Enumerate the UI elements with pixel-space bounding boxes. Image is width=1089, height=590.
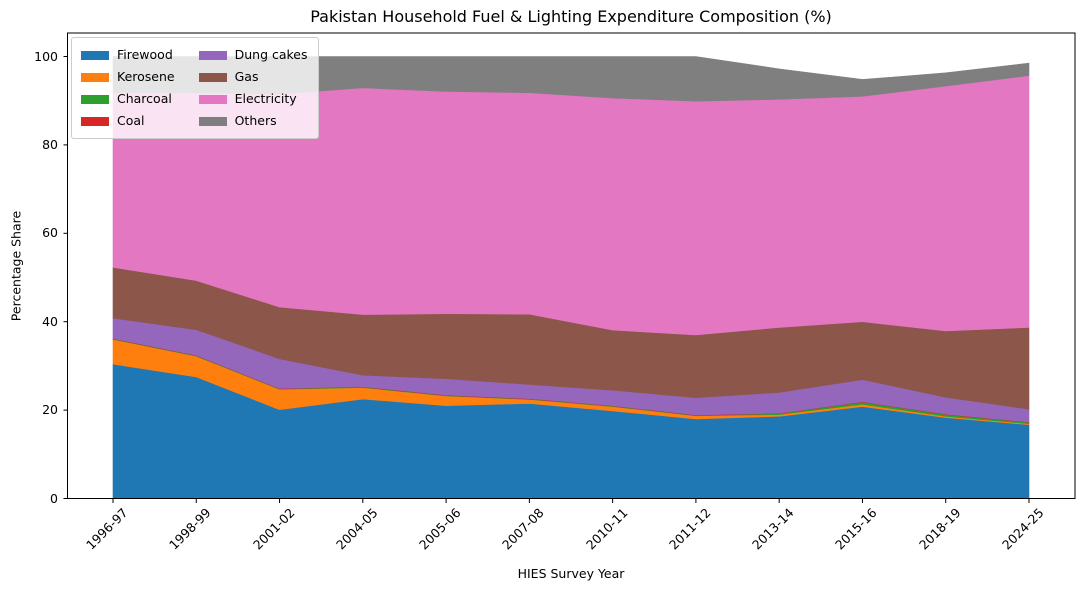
legend-swatch-charcoal <box>81 94 109 104</box>
legend-label-gas: Gas <box>234 69 259 84</box>
legend-item-dung-cakes: Dung cakes <box>198 44 308 66</box>
y-tick-label: 0 <box>50 490 58 506</box>
legend-swatch-dung-cakes <box>198 50 227 60</box>
chart-title: Pakistan Household Fuel & Lighting Expen… <box>310 7 832 26</box>
legend-item-coal: Coal <box>81 110 175 132</box>
legend-swatch-others <box>198 116 227 126</box>
legend-swatch-coal <box>81 116 109 126</box>
legend-label-coal: Coal <box>117 113 145 128</box>
legend: Firewood Kerosene Charcoal Coal Dung cakes Ga… <box>71 37 319 139</box>
legend-label-electricity: Electricity <box>234 91 297 106</box>
axis-ticks <box>63 56 1030 503</box>
legend-label-firewood: Firewood <box>117 47 173 62</box>
legend-label-charcoal: Charcoal <box>117 91 172 106</box>
y-tick-label: 40 <box>42 313 58 329</box>
y-tick-label: 60 <box>42 225 58 241</box>
y-tick-label: 100 <box>34 48 58 64</box>
legend-item-others: Others <box>198 110 308 132</box>
area-bands <box>112 56 1030 499</box>
axis-frame <box>67 32 1076 499</box>
x-axis-label: HIES Survey Year <box>517 566 625 581</box>
legend-item-gas: Gas <box>198 66 308 88</box>
y-tick-label: 80 <box>42 136 58 152</box>
y-tick-label: 20 <box>42 402 58 418</box>
legend-label-dung-cakes: Dung cakes <box>234 47 308 62</box>
area-band-others <box>112 56 1030 102</box>
legend-swatch-gas <box>198 72 227 82</box>
legend-swatch-firewood <box>81 50 109 60</box>
legend-item-electricity: Electricity <box>198 88 308 110</box>
legend-item-charcoal: Charcoal <box>81 88 175 110</box>
legend-label-others: Others <box>234 113 277 128</box>
legend-item-firewood: Firewood <box>81 44 175 66</box>
legend-swatch-kerosene <box>81 72 109 82</box>
legend-label-kerosene: Kerosene <box>117 69 175 84</box>
legend-item-kerosene: Kerosene <box>81 66 175 88</box>
legend-swatch-electricity <box>198 94 227 104</box>
